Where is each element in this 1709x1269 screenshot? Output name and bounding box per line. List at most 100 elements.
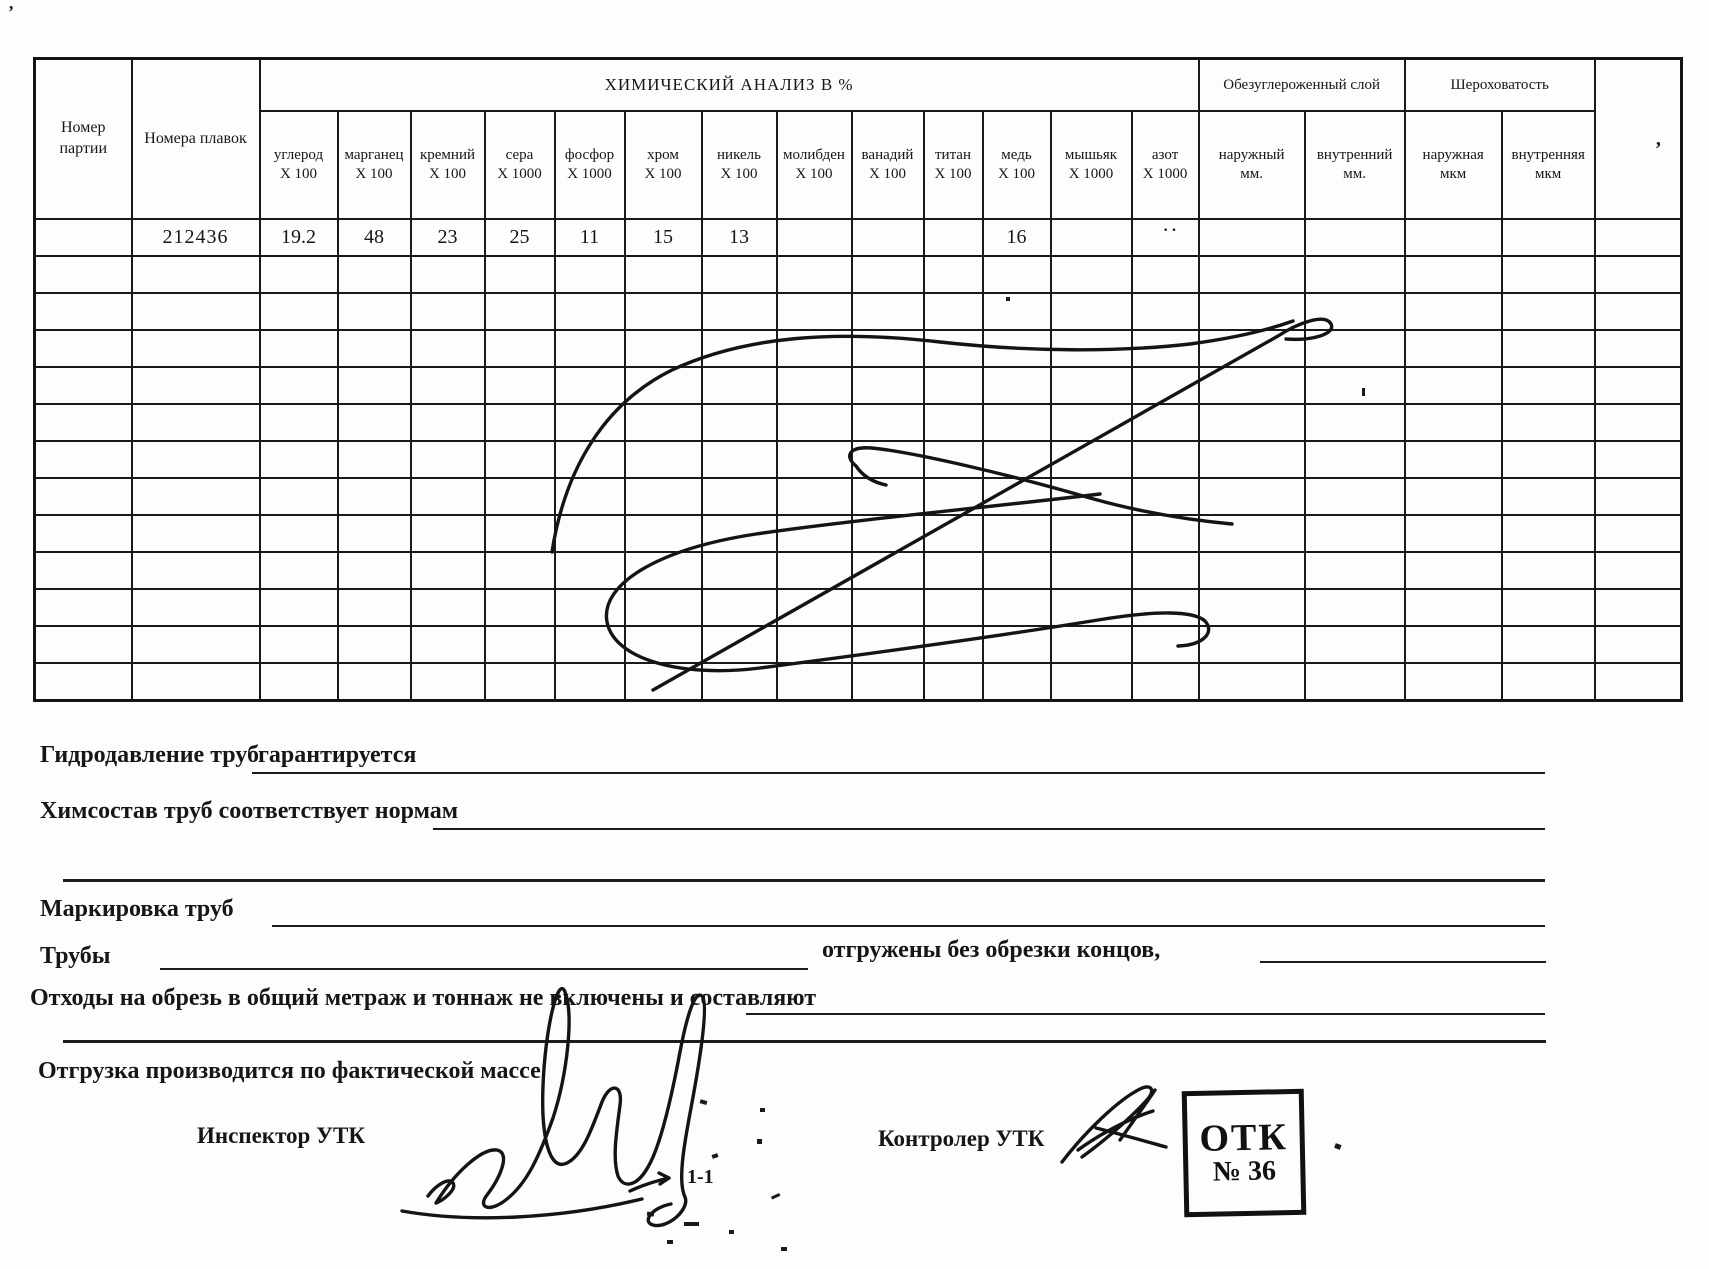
data-cell [1049, 440, 1133, 479]
data-cell [1049, 477, 1133, 516]
data-cell [981, 366, 1052, 405]
data-cell [850, 440, 925, 479]
data-cell: 48 [336, 218, 412, 257]
chem-column-header-name: медь [1001, 146, 1032, 163]
data-cell [981, 255, 1052, 294]
data-cell [1500, 440, 1596, 479]
chem-column-header: ванадий X 100 [850, 110, 925, 220]
data-cell [553, 588, 626, 627]
data-cell [775, 588, 853, 627]
data-cell [258, 292, 339, 331]
data-cell [33, 329, 133, 368]
data-cell [922, 662, 984, 702]
data-cell [1403, 440, 1503, 479]
data-cell [1130, 588, 1200, 627]
data-cell [483, 514, 556, 553]
data-cell [850, 551, 925, 590]
chem-column-header-name: углерод [273, 146, 324, 163]
data-cell [336, 329, 412, 368]
controller-signature [1118, 1088, 1157, 1142]
table-row [33, 662, 1683, 702]
data-cell [775, 366, 853, 405]
data-cell [1403, 662, 1503, 702]
data-cell [981, 477, 1052, 516]
data-cell [130, 588, 261, 627]
data-cell [1500, 625, 1596, 664]
scan-speck: ’ [8, 2, 14, 22]
blank-line [433, 828, 1545, 830]
roughness-group-header: Шероховатость [1403, 57, 1596, 112]
chem-column-header-unit: X 100 [428, 166, 467, 182]
data-cell [623, 366, 703, 405]
data-cell [1403, 625, 1503, 664]
data-cell [1197, 403, 1306, 442]
data-cell [922, 255, 984, 294]
stamp-number: № 36 [1212, 1154, 1277, 1188]
table-row [33, 255, 1683, 294]
data-cell [336, 292, 412, 331]
data-cell [850, 403, 925, 442]
data-cell [850, 255, 925, 294]
data-cell [409, 477, 486, 516]
data-cell [130, 440, 261, 479]
data-cell [1130, 218, 1200, 257]
data-cell [553, 329, 626, 368]
data-cell [483, 662, 556, 702]
data-cell [700, 588, 778, 627]
data-cell [258, 662, 339, 702]
data-cell [336, 625, 412, 664]
table-body: 212436 19.2 48 23 25 11 15 13 16 [33, 218, 1683, 702]
data-cell [1303, 625, 1406, 664]
data-cell: 212436 [130, 218, 261, 257]
chem-column-header-unit: X 100 [355, 166, 393, 182]
data-cell [1500, 366, 1596, 405]
chem-column-header-unit: X 1000 [1068, 166, 1114, 182]
data-cell [1303, 255, 1406, 294]
table-row [33, 366, 1683, 405]
chem-column-header-unit: X 1000 [497, 166, 542, 182]
data-cell [1500, 477, 1596, 516]
data-cell [483, 477, 556, 516]
data-cell [336, 514, 412, 553]
chem-column-header: медь X 100 [981, 110, 1052, 220]
data-cell [1303, 662, 1406, 702]
chem-column-header-name: мышьяк [1064, 146, 1118, 163]
data-cell [130, 292, 261, 331]
decarburized-layer-group-header: Обезуглероженный слой [1197, 57, 1406, 112]
chem-column-header-name: марганец [344, 146, 404, 163]
data-cell [1593, 514, 1683, 553]
data-cell [922, 477, 984, 516]
shipping-by-mass-label: Отгрузка производится по фактической мас… [38, 1058, 541, 1084]
data-cell [623, 292, 703, 331]
data-cell [981, 403, 1052, 442]
data-cell [623, 329, 703, 368]
data-cell: 13 [700, 218, 778, 257]
data-cell [1303, 366, 1406, 405]
data-cell [922, 625, 984, 664]
blank-line [63, 1040, 1546, 1043]
data-cell [700, 366, 778, 405]
data-cell: 19.2 [258, 218, 339, 257]
data-cell [130, 514, 261, 553]
data-cell [700, 662, 778, 702]
decarb-column-header-name: наружный [1218, 146, 1285, 163]
data-cell [33, 588, 133, 627]
chem-column-header-unit: X 100 [644, 166, 682, 182]
data-cell [33, 440, 133, 479]
data-cell [1130, 625, 1200, 664]
chem-column-header: титан X 100 [922, 110, 984, 220]
shipped-without-trimming-text: отгружены без обрезки концов, [822, 937, 1161, 963]
rough-column-header: внутренняя мкм [1500, 110, 1596, 220]
data-cell [336, 403, 412, 442]
data-cell [850, 514, 925, 553]
rough-column-header-unit: мкм [1535, 166, 1562, 182]
data-cell [1303, 329, 1406, 368]
data-cell [1403, 218, 1503, 257]
data-cell [1049, 255, 1133, 294]
chem-column-header-unit: X 100 [868, 166, 907, 182]
table-row [33, 588, 1683, 627]
data-cell [1049, 588, 1133, 627]
decarb-column-header-unit: мм. [1343, 166, 1367, 182]
data-cell [1403, 588, 1503, 627]
table-row [33, 514, 1683, 553]
